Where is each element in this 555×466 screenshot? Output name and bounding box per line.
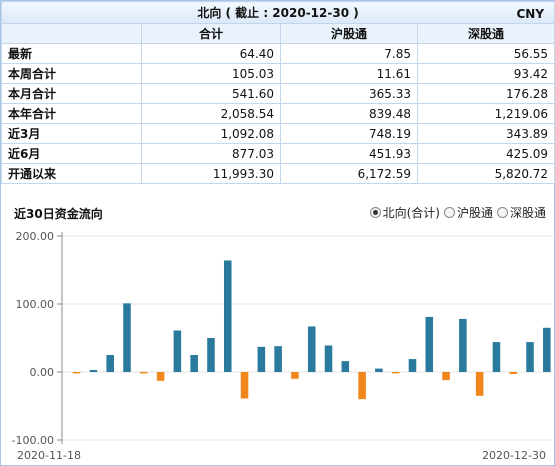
x-tick-label: 2020-11-18 <box>17 449 81 462</box>
table-title: 北向 ( 截止 : 2020-12-30 ) <box>197 6 359 20</box>
flow-bar[interactable] <box>526 342 534 372</box>
flow-bar[interactable] <box>459 318 467 372</box>
cell-shanghai: 365.33 <box>280 83 418 104</box>
cell-shanghai: 7.85 <box>280 43 418 64</box>
cell-shenzhen: 93.42 <box>416 63 555 84</box>
flow-bar[interactable] <box>89 369 98 372</box>
row-label: 开通以来 <box>1 163 142 184</box>
cell-shanghai: 748.19 <box>280 123 418 144</box>
flow-bar[interactable] <box>408 359 417 372</box>
radio-label: 深股通 <box>509 206 546 220</box>
table-row: 本月合计 541.60 365.33 176.28 <box>1 83 555 104</box>
flow-bar[interactable] <box>425 316 434 372</box>
table-row: 开通以来 11,993.30 6,172.59 5,820.72 <box>1 163 555 184</box>
cell-shenzhen: 56.55 <box>416 43 555 64</box>
flow-bar[interactable] <box>442 372 450 381</box>
flow-bar[interactable] <box>257 346 266 372</box>
column-header-shanghai: 沪股通 <box>280 23 418 44</box>
radio-northbound-total[interactable]: 北向(合计) <box>369 204 440 221</box>
radio-label: 沪股通 <box>456 206 493 220</box>
table-title-bar: 北向 ( 截止 : 2020-12-30 ) CNY <box>0 1 555 24</box>
row-label: 近6月 <box>1 143 142 164</box>
cell-total: 1,092.08 <box>141 123 281 144</box>
column-header-shenzhen: 深股通 <box>416 23 555 44</box>
flow-bar[interactable] <box>123 303 131 372</box>
cell-shanghai: 839.48 <box>280 103 418 124</box>
flow-bar[interactable] <box>240 372 249 399</box>
table-row: 最新 64.40 7.85 56.55 <box>1 43 555 64</box>
y-tick-label: 200.00 <box>16 230 55 243</box>
table-row: 本周合计 105.03 11.61 93.42 <box>1 63 555 84</box>
chart-title: 近30日资金流向 <box>14 207 103 221</box>
row-label: 最新 <box>1 43 142 64</box>
table-row: 本年合计 2,058.54 839.48 1,219.06 <box>1 103 555 124</box>
cell-shenzhen: 425.09 <box>416 143 555 164</box>
flow-bar[interactable] <box>307 326 316 372</box>
flow-bar[interactable] <box>358 372 366 400</box>
cell-shenzhen: 1,219.06 <box>416 103 555 124</box>
flow-bar[interactable] <box>140 372 148 374</box>
flow-bar[interactable] <box>106 355 114 372</box>
x-tick-label: 2020-12-30 <box>482 449 546 462</box>
column-header-total: 合计 <box>141 23 281 44</box>
row-label: 近3月 <box>1 123 142 144</box>
table-row: 近3月 1,092.08 748.19 343.89 <box>1 123 555 144</box>
radio-label: 北向(合计) <box>382 206 440 220</box>
header-blank <box>1 23 142 44</box>
currency-label: CNY <box>516 7 545 21</box>
flow-bar[interactable] <box>324 345 333 372</box>
radio-selected-icon[interactable] <box>369 207 381 218</box>
flow-bar[interactable] <box>207 338 215 372</box>
cell-total: 541.60 <box>141 83 281 104</box>
flow-bar[interactable] <box>156 372 165 381</box>
flow-bar[interactable] <box>223 260 232 372</box>
cell-shenzhen: 343.89 <box>416 123 555 144</box>
table-row: 近6月 877.03 451.93 425.09 <box>1 143 555 164</box>
flow-bar[interactable] <box>173 330 182 372</box>
y-tick-label: 100.00 <box>16 298 55 311</box>
radio-shanghai-connect[interactable]: 沪股通 <box>443 204 493 221</box>
cell-total: 11,993.30 <box>141 163 281 184</box>
flow-bar[interactable] <box>492 342 501 372</box>
cell-shenzhen: 176.28 <box>416 83 555 104</box>
cell-total: 2,058.54 <box>141 103 281 124</box>
flow-bar[interactable] <box>475 372 484 396</box>
flow-bar[interactable] <box>190 355 198 372</box>
flow-bar[interactable] <box>274 346 282 372</box>
cell-total: 64.40 <box>141 43 281 64</box>
series-selector: 北向(合计) 沪股通 深股通 <box>369 204 546 221</box>
cell-shanghai: 451.93 <box>280 143 418 164</box>
radio-unselected-icon[interactable] <box>496 207 508 218</box>
y-tick-label: -100.00 <box>12 434 54 447</box>
flow-bar[interactable] <box>291 372 299 379</box>
summary-table: 北向 ( 截止 : 2020-12-30 ) CNY 合计 沪股通 深股通 最新… <box>0 1 555 184</box>
cell-shenzhen: 5,820.72 <box>416 163 555 184</box>
row-label: 本年合计 <box>1 103 142 124</box>
cell-total: 105.03 <box>141 63 281 84</box>
radio-shenzhen-connect[interactable]: 深股通 <box>496 204 546 221</box>
flow-bar[interactable] <box>391 372 400 374</box>
cell-total: 877.03 <box>141 143 281 164</box>
flow-bar[interactable] <box>375 368 383 372</box>
flow-bar[interactable] <box>72 372 81 374</box>
cell-shanghai: 11.61 <box>280 63 418 84</box>
fund-flow-bar-chart: 200.00 100.00 0.00 -100.00 2020-11-18 2020-12… <box>12 230 553 462</box>
y-tick-label: 0.00 <box>30 366 55 379</box>
flow-bar[interactable] <box>341 361 350 372</box>
cell-shanghai: 6,172.59 <box>280 163 418 184</box>
flow-bar[interactable] <box>509 372 518 375</box>
row-label: 本周合计 <box>1 63 142 84</box>
flow-bar[interactable] <box>543 327 551 372</box>
radio-unselected-icon[interactable] <box>443 207 455 218</box>
row-label: 本月合计 <box>1 83 142 104</box>
